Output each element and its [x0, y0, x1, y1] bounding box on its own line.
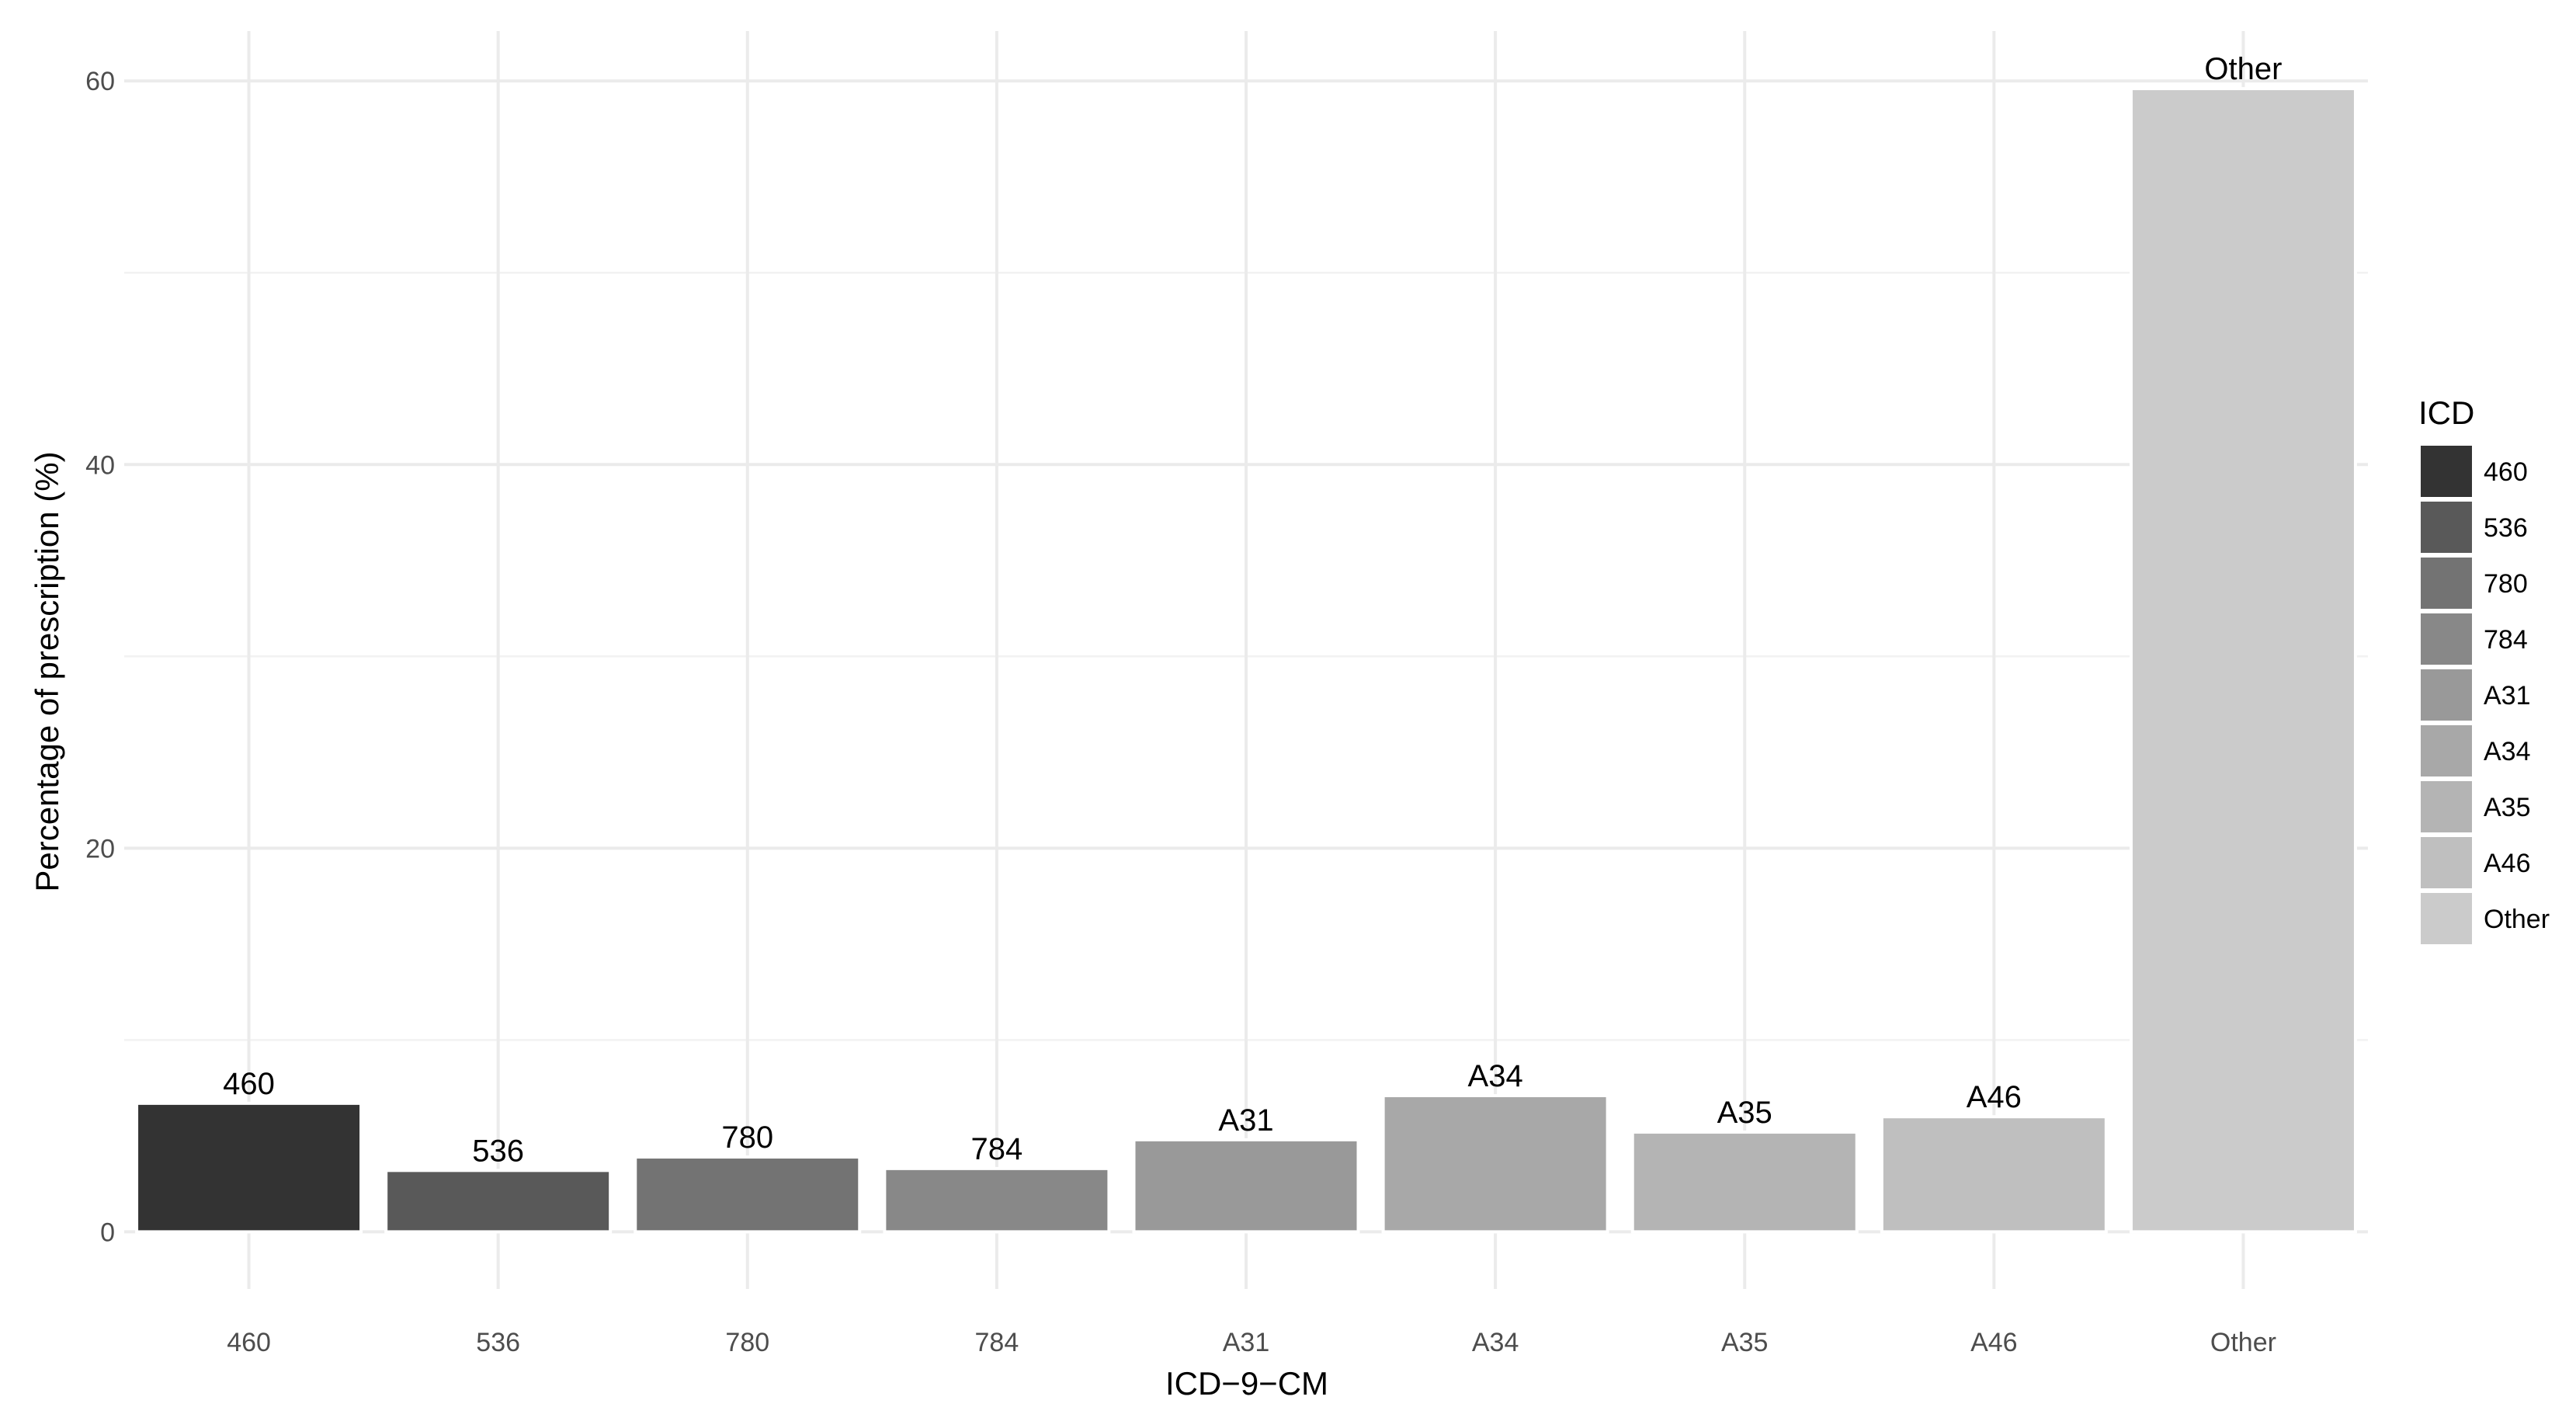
x-tick-label: 784 [975, 1328, 1019, 1357]
legend-key [2419, 612, 2474, 666]
bar [1880, 1115, 2108, 1234]
x-axis-ticks: 460 536 780 784 A31 A34 A35 A46 Other [227, 1328, 2276, 1357]
legend-key [2419, 836, 2474, 890]
legend-label: 780 [2484, 569, 2528, 599]
x-tick-label: Other [2210, 1328, 2276, 1357]
bars [135, 87, 2357, 1234]
bar-label: A31 [1218, 1103, 1273, 1138]
bar-label: A35 [1717, 1096, 1772, 1130]
legend-title: ICD [2418, 394, 2474, 431]
x-tick-label: 460 [227, 1328, 271, 1357]
y-tick-label: 20 [85, 834, 115, 863]
bar-label: 784 [971, 1132, 1023, 1166]
legend-key [2419, 556, 2474, 610]
legend-key [2419, 444, 2474, 499]
bar-label: 536 [472, 1134, 524, 1168]
x-tick-label: A34 [1472, 1328, 1519, 1357]
x-tick-label: 780 [725, 1328, 769, 1357]
bar-label: A34 [1468, 1059, 1523, 1093]
bar-labels: 460 536 780 784 A31 A34 A35 A46 Other [223, 52, 2282, 1168]
bar-label: Other [2204, 52, 2282, 86]
bar [1630, 1130, 1859, 1234]
legend-key [2419, 891, 2474, 946]
y-tick-label: 60 [85, 67, 115, 96]
legend-key [2419, 724, 2474, 778]
y-axis-title: Percentage of prescription (%) [29, 451, 65, 891]
legend-label: A35 [2484, 793, 2531, 822]
legend-key [2419, 500, 2474, 554]
x-tick-label: A35 [1721, 1328, 1769, 1357]
bar-label: A46 [1967, 1080, 2022, 1114]
x-axis-title: ICD−9−CM [1165, 1365, 1328, 1402]
bar [883, 1166, 1111, 1234]
legend: ICD 460 536 780 784 A31 A34 A35 A46 Other [2418, 394, 2550, 946]
legend-label: 460 [2484, 457, 2528, 487]
legend-items: 460 536 780 784 A31 A34 A35 A46 Other [2419, 444, 2550, 946]
grid-lines [124, 31, 2368, 1289]
legend-key [2419, 780, 2474, 834]
legend-label: 536 [2484, 513, 2528, 543]
bar [384, 1169, 613, 1234]
bar [1132, 1138, 1360, 1234]
y-tick-label: 0 [100, 1218, 115, 1247]
legend-label: A31 [2484, 681, 2531, 710]
bar [1381, 1093, 1609, 1234]
bar-label: 780 [721, 1120, 773, 1155]
y-tick-label: 40 [85, 450, 115, 480]
x-tick-label: A46 [1970, 1328, 2018, 1357]
legend-label: Other [2484, 905, 2550, 934]
bar [634, 1155, 862, 1234]
x-tick-label: A31 [1223, 1328, 1270, 1357]
x-tick-label: 536 [476, 1328, 520, 1357]
bar [135, 1101, 363, 1234]
legend-label: A34 [2484, 737, 2531, 766]
bar-label: 460 [223, 1067, 275, 1101]
legend-key [2419, 668, 2474, 722]
legend-label: A46 [2484, 849, 2531, 878]
bar [2129, 87, 2357, 1234]
legend-label: 784 [2484, 625, 2528, 655]
y-axis-ticks: 0 20 40 60 [85, 67, 115, 1247]
